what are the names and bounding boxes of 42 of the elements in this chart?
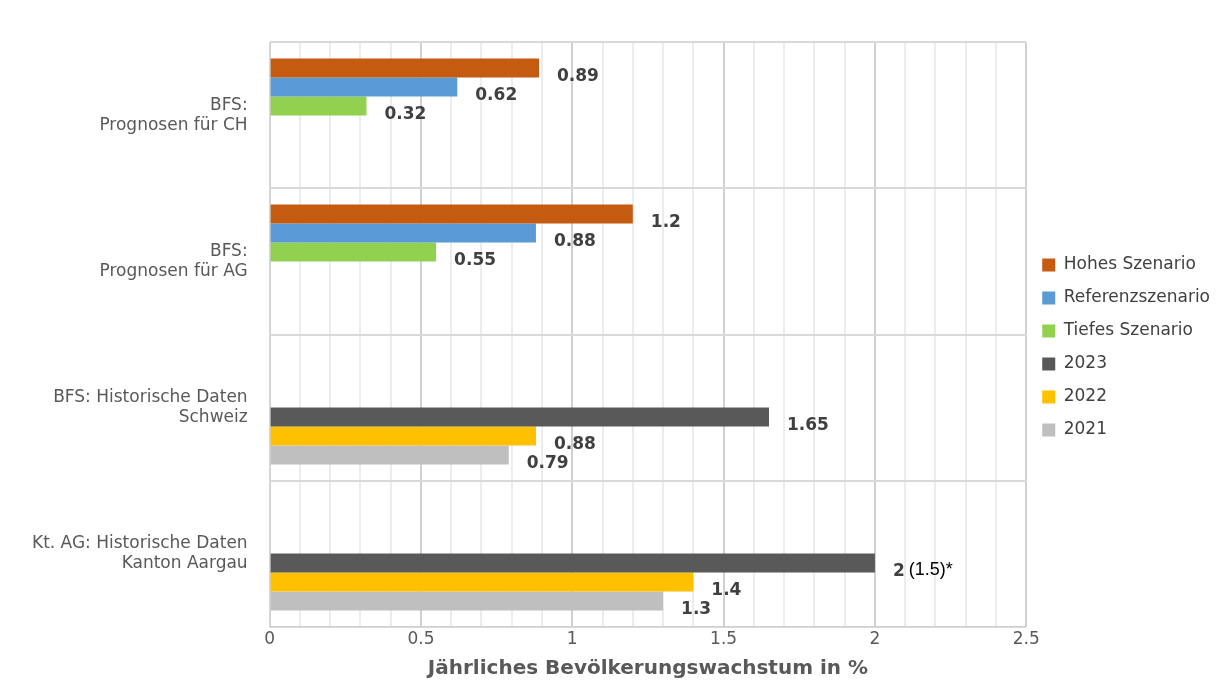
x-tick-label: 0.5 <box>407 628 435 649</box>
bar <box>270 445 509 465</box>
x-tick-label: 2.5 <box>1012 628 1040 649</box>
y-tick-label: BFS: Prognosen für AG <box>99 239 248 281</box>
data-label: 1.2 <box>650 211 681 232</box>
bar <box>270 242 437 262</box>
data-label: 2 <box>892 560 905 581</box>
bar <box>270 96 367 116</box>
x-tick-label: 1 <box>566 628 578 649</box>
legend-label: Referenzszenario <box>1063 286 1211 307</box>
data-label: 0.89 <box>556 65 599 86</box>
bar <box>270 407 769 427</box>
bar <box>270 426 536 446</box>
legend-label: Tiefes Szenario <box>1062 319 1193 340</box>
legend-label: Hohes Szenario <box>1063 253 1196 274</box>
bar <box>270 77 458 97</box>
x-tick-label: 0 <box>264 628 276 649</box>
data-label: 1.4 <box>711 579 742 600</box>
y-tick-label: BFS: Historische Daten Schweiz <box>53 385 248 427</box>
data-label: 1.65 <box>786 414 829 435</box>
data-label: 0.62 <box>475 84 518 105</box>
data-label: 0.88 <box>553 230 596 251</box>
y-tick-label: BFS: Prognosen für CH <box>99 93 248 135</box>
bar <box>270 58 539 78</box>
data-label: 0.55 <box>454 249 497 270</box>
data-label: 0.88 <box>553 433 596 454</box>
bar <box>270 204 633 224</box>
y-tick-label: Kt. AG: Historische Daten Kanton Aargau <box>31 531 248 573</box>
data-label: 0.32 <box>384 103 427 124</box>
legend-label: 2023 <box>1063 352 1107 373</box>
data-label: 0.79 <box>526 452 569 473</box>
x-tick-label: 1.5 <box>710 628 738 649</box>
legend-label: 2021 <box>1063 418 1107 439</box>
bar <box>270 591 664 611</box>
annotation: (1.5)* <box>908 559 953 580</box>
x-tick-label: 2 <box>869 628 881 649</box>
bar <box>270 223 536 243</box>
bar <box>270 553 875 573</box>
legend-label: 2022 <box>1063 385 1107 406</box>
x-axis-title: Jährliches Bevölkerungswachstum in % <box>425 655 869 680</box>
bar <box>270 572 694 592</box>
data-label: 1.3 <box>681 598 712 619</box>
